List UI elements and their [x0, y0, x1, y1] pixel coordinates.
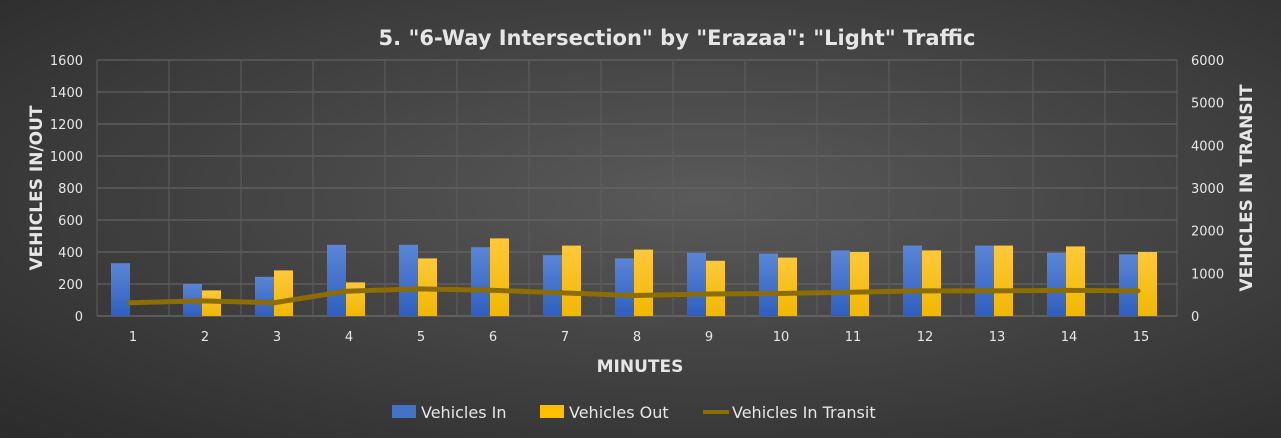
bar-vehicles-out	[1066, 246, 1085, 316]
bar-vehicles-out	[1138, 252, 1157, 316]
bar-vehicles-in	[1119, 254, 1138, 316]
y-tick-label: 600	[58, 214, 83, 229]
x-tick-label: 12	[917, 330, 934, 345]
bar-vehicles-out	[850, 252, 869, 316]
bar-vehicles-out	[562, 245, 581, 316]
y-axis-title: VEHICLES IN/OUT	[27, 105, 47, 270]
x-tick-label: 4	[345, 330, 353, 345]
bar-vehicles-in	[903, 245, 922, 316]
x-axis-title: MINUTES	[597, 357, 684, 377]
x-tick-label: 14	[1061, 330, 1078, 345]
y-tick-label: 1600	[50, 54, 83, 69]
bar-vehicles-in	[975, 245, 994, 316]
bar-vehicles-in	[543, 255, 562, 316]
x-tick-label: 1	[129, 330, 137, 345]
y-tick-label: 200	[58, 278, 83, 293]
x-tick-label: 8	[633, 330, 641, 345]
x-tick-label: 6	[489, 330, 497, 345]
bar-vehicles-out	[778, 257, 797, 316]
y2-tick-label: 2000	[1191, 225, 1224, 240]
bar-vehicles-in	[255, 276, 274, 316]
x-tick-label: 15	[1133, 330, 1150, 345]
y2-tick-label: 0	[1191, 310, 1199, 325]
bar-vehicles-in	[759, 253, 778, 316]
chart-title: 5. "6-Way Intersection" by "Erazaa": "Li…	[379, 26, 976, 50]
bar-vehicles-out	[490, 238, 509, 316]
y-tick-label: 0	[75, 310, 83, 325]
bar-vehicles-in	[327, 244, 346, 316]
x-tick-label: 2	[201, 330, 209, 345]
bar-vehicles-out	[922, 250, 941, 316]
bar-vehicles-out	[274, 270, 293, 316]
bar-vehicles-in	[399, 244, 418, 316]
bar-vehicles-in	[687, 252, 706, 316]
y-tick-label: 1000	[50, 150, 83, 165]
y2-tick-label: 1000	[1191, 267, 1224, 282]
bar-vehicles-out	[346, 282, 365, 316]
bar-vehicles-in	[111, 263, 130, 316]
bar-vehicles-in	[615, 258, 634, 316]
bars	[111, 238, 1157, 316]
legend: Vehicles In Vehicles Out Vehicles In Trans…	[392, 403, 876, 422]
bar-vehicles-in	[471, 247, 490, 316]
y2-axis-title: VEHICLES IN TRANSIT	[1237, 84, 1257, 292]
x-tick-label: 9	[705, 330, 713, 345]
bar-vehicles-in	[1047, 252, 1066, 316]
y2-tick-label: 4000	[1191, 139, 1224, 154]
legend-label: Vehicles In	[421, 403, 507, 422]
bar-vehicles-in	[831, 250, 850, 316]
x-tick-label: 7	[561, 330, 569, 345]
y-tick-label: 400	[58, 246, 83, 261]
x-tick-label: 5	[417, 330, 425, 345]
x-tick-label: 3	[273, 330, 281, 345]
x-tick-label: 11	[845, 330, 862, 345]
y2-tick-label: 5000	[1191, 97, 1224, 112]
y2-tick-label: 3000	[1191, 182, 1224, 197]
bar-vehicles-out	[706, 260, 725, 316]
bar-vehicles-out	[634, 249, 653, 316]
y-tick-label: 1400	[50, 86, 83, 101]
y2-tick-label: 6000	[1191, 54, 1224, 69]
axes: 0200400600800100012001400160001000200030…	[50, 54, 1224, 345]
legend-label: Vehicles Out	[569, 403, 669, 422]
y-tick-label: 1200	[50, 118, 83, 133]
line-series	[127, 286, 1141, 306]
legend-swatch	[392, 405, 416, 418]
legend-swatch	[540, 405, 564, 418]
legend-label: Vehicles In Transit	[732, 403, 876, 422]
bar-vehicles-out	[994, 245, 1013, 316]
x-tick-label: 10	[773, 330, 790, 345]
x-tick-label: 13	[989, 330, 1006, 345]
grid	[96, 59, 1178, 317]
y-tick-label: 800	[58, 182, 83, 197]
